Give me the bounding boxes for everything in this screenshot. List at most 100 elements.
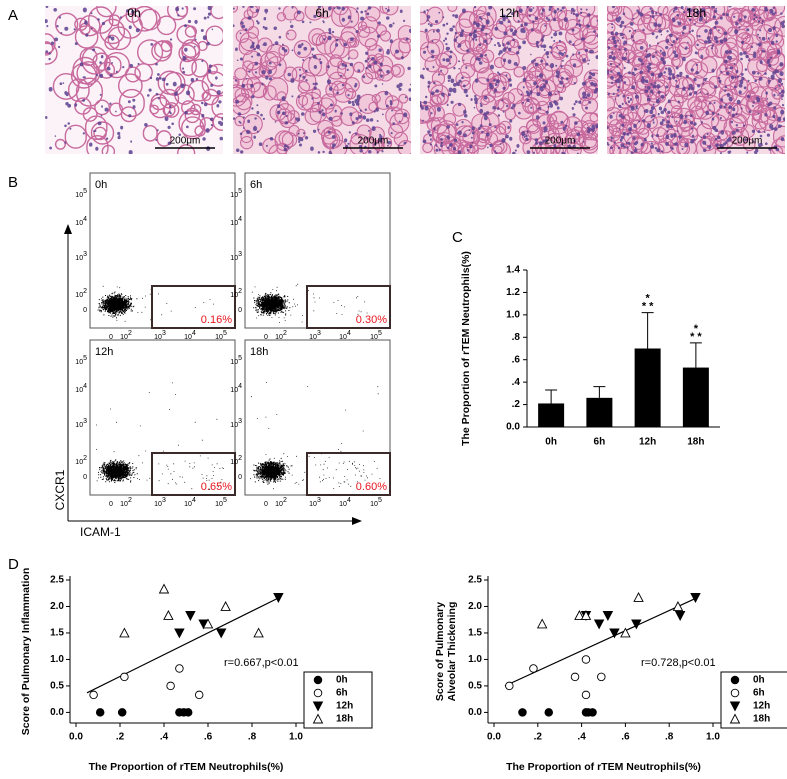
tick-exponent: 2: [128, 330, 132, 337]
tick-exponent: 5: [238, 355, 242, 362]
tick-base: 10: [75, 459, 83, 466]
tick-base: 10: [370, 501, 378, 508]
tick-exponent: 5: [223, 497, 227, 504]
y-tick-label: 1.5: [468, 628, 482, 639]
tick-exponent: 4: [347, 497, 351, 504]
tick-label: 0: [83, 307, 87, 314]
tick-exponent: 2: [128, 497, 132, 504]
tick-label: 0: [109, 501, 113, 508]
time-label: 12h: [499, 6, 519, 20]
data-point: [602, 611, 614, 621]
tick-exponent: 4: [238, 383, 242, 390]
tick-base: 10: [230, 292, 238, 299]
scale-label: 200μm: [732, 136, 763, 147]
data-point: [570, 672, 580, 682]
histology-image: 12h 200μm: [420, 6, 598, 154]
y-tick-label: .8: [512, 332, 521, 343]
tick-base: 10: [339, 334, 347, 341]
gate-percent: 0.60%: [356, 481, 387, 493]
gate-percent: 0.30%: [356, 314, 387, 326]
panel-label: D: [8, 556, 19, 573]
y-tick-label: 1.2: [506, 287, 520, 298]
tick-label: 105: [215, 497, 227, 508]
tick-label: 104: [75, 216, 87, 227]
y-axis-title: Score of Pulmonary Inflammation: [20, 568, 32, 735]
y-tick-label: 1.0: [506, 309, 520, 320]
x-tick-label: 0h: [545, 437, 557, 448]
time-label: 18h: [250, 346, 268, 358]
event-texture: [97, 285, 214, 322]
legend-label: 18h: [336, 714, 353, 725]
tick-label: 104: [339, 497, 351, 508]
tick-base: 10: [75, 387, 83, 394]
tick-base: 10: [309, 501, 317, 508]
tick-exponent: 2: [83, 455, 87, 462]
legend-label: 12h: [336, 701, 353, 712]
histology-image: 6h 200μm: [233, 6, 411, 154]
tick-base: 10: [309, 334, 317, 341]
tick-base: 10: [275, 334, 283, 341]
histology-image: 0h 200μm: [45, 6, 223, 154]
y-tick-label: 1.0: [468, 654, 482, 665]
x-tick-label: .2: [534, 732, 543, 743]
tick-exponent: 4: [83, 216, 87, 223]
y-tick-label: 0.0: [468, 707, 482, 718]
tick-label: 105: [230, 355, 242, 366]
tick-exponent: 2: [238, 288, 242, 295]
tick-exponent: 4: [347, 330, 351, 337]
legend-label: 6h: [336, 688, 348, 699]
gate: [306, 285, 391, 329]
tick-exponent: 4: [238, 216, 242, 223]
tick-label: 103: [154, 330, 166, 341]
nuclei-texture: [45, 6, 223, 154]
legend-label: 6h: [753, 688, 765, 699]
y-tick-label: .4: [512, 377, 521, 388]
y-tick-label: 2.5: [468, 575, 482, 586]
data-point: [220, 601, 231, 611]
data-point: [633, 592, 644, 602]
tick-base: 10: [230, 192, 238, 199]
tick-exponent: 4: [192, 330, 196, 337]
correlation-annotation: r=0.728,p<0.01: [641, 657, 716, 669]
gate: [151, 285, 236, 329]
data-point: [253, 627, 264, 638]
tick-label: 103: [154, 497, 166, 508]
tick-label: 105: [230, 188, 242, 199]
data-point: [581, 690, 591, 700]
y-axis-title: Alveolar Thickening: [446, 602, 458, 702]
tick-label: 104: [184, 330, 196, 341]
y-tick-label: 0.5: [468, 681, 482, 692]
fit-line: [504, 596, 698, 687]
y-tick-label: 0.0: [506, 422, 520, 433]
gate: [151, 452, 236, 496]
data-point: [183, 708, 193, 717]
tick-label: 105: [75, 355, 87, 366]
tick-base: 10: [230, 459, 238, 466]
data-point: [89, 690, 98, 700]
tick-label: 103: [309, 497, 321, 508]
scale-label: 200μm: [358, 136, 389, 147]
tick-base: 10: [120, 334, 128, 341]
legend-marker: [729, 701, 741, 712]
x-tick-label: 12h: [639, 437, 656, 448]
panel-label: B: [8, 174, 18, 191]
legend-marker: [730, 688, 740, 698]
tick-label: 105: [370, 497, 382, 508]
data-point: [536, 618, 548, 629]
tick-base: 10: [75, 422, 83, 429]
x-tick-label: .4: [160, 732, 169, 743]
legend-marker: [313, 675, 323, 685]
x-tick-label: .8: [665, 732, 674, 743]
data-point: [185, 611, 196, 621]
tick-exponent: 5: [238, 188, 242, 195]
x-tick-label: 18h: [687, 437, 704, 448]
data-point: [194, 690, 204, 700]
arrow-head: [352, 517, 362, 525]
significance-mark: *: [645, 293, 650, 305]
x-tick-label: 1.0: [289, 732, 303, 743]
tick-label: 104: [230, 216, 242, 227]
bar: [682, 367, 709, 427]
y-tick-label: 2.5: [50, 575, 64, 586]
tick-label: 104: [230, 383, 242, 394]
